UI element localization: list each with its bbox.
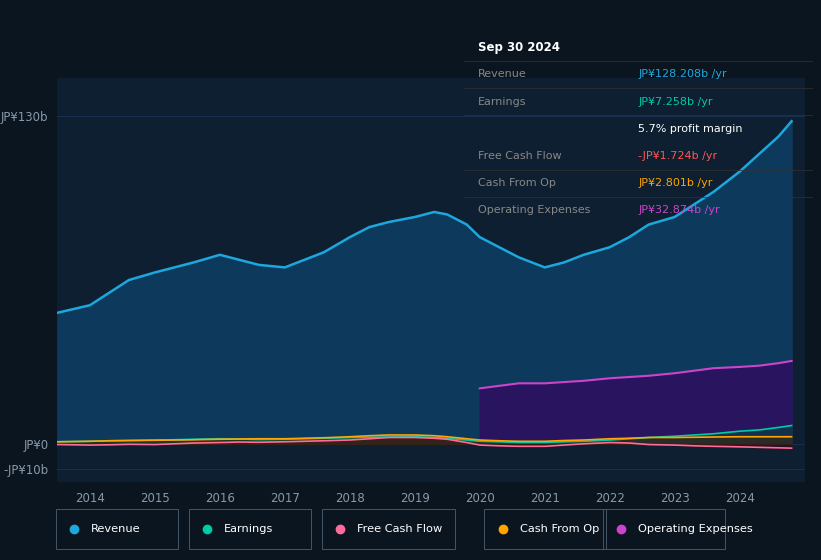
Text: JP¥7.258b /yr: JP¥7.258b /yr <box>639 97 713 106</box>
Text: Free Cash Flow: Free Cash Flow <box>357 524 443 534</box>
Text: Revenue: Revenue <box>478 69 526 80</box>
Text: Earnings: Earnings <box>224 524 273 534</box>
Text: Cash From Op: Cash From Op <box>520 524 599 534</box>
Text: Revenue: Revenue <box>91 524 141 534</box>
Text: Cash From Op: Cash From Op <box>478 178 556 188</box>
Text: Operating Expenses: Operating Expenses <box>638 524 753 534</box>
Text: Free Cash Flow: Free Cash Flow <box>478 151 562 161</box>
Text: Operating Expenses: Operating Expenses <box>478 206 590 216</box>
Text: Sep 30 2024: Sep 30 2024 <box>478 41 560 54</box>
Text: JP¥2.801b /yr: JP¥2.801b /yr <box>639 178 713 188</box>
Text: 5.7% profit margin: 5.7% profit margin <box>639 124 743 134</box>
Text: Earnings: Earnings <box>478 97 526 106</box>
Text: JP¥128.208b /yr: JP¥128.208b /yr <box>639 69 727 80</box>
Text: -JP¥1.724b /yr: -JP¥1.724b /yr <box>639 151 718 161</box>
Text: JP¥32.874b /yr: JP¥32.874b /yr <box>639 206 720 216</box>
